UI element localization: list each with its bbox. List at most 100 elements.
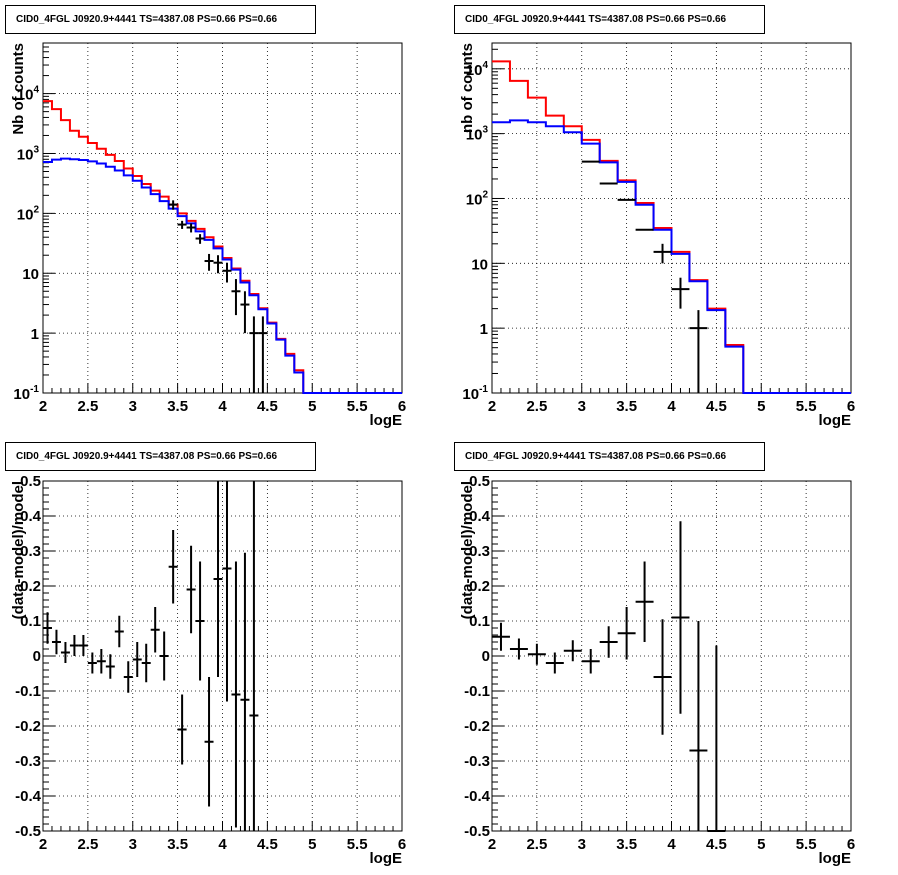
x-axis-label: logE [370, 850, 403, 867]
x-tick-label: 5 [308, 836, 316, 853]
data-point [51, 629, 61, 655]
data-point [69, 635, 79, 656]
y-tick-label: 0.1 [469, 613, 490, 630]
data-point [132, 642, 142, 677]
y-axis-label: nb of counts [459, 43, 476, 133]
residuals-chart: 2 2.5 3 3.5 4 4.5 5 5.5 6 -0.5 -0.4 -0.3 -0.2 -0.1 0 0.… [10, 473, 406, 867]
x-tick-label: 3 [129, 398, 137, 415]
x-tick-label: 5 [308, 398, 316, 415]
data-point [105, 654, 115, 679]
data-point [249, 316, 259, 393]
x-axis-label: logE [819, 850, 852, 867]
x-tick-label: 4.5 [706, 398, 727, 415]
y-tick-label: 0.5 [20, 473, 41, 490]
data-point [213, 255, 223, 274]
data-point [177, 694, 187, 765]
y-tick-label: -0.1 [15, 683, 41, 700]
data-point [204, 253, 214, 271]
data-point [545, 652, 564, 674]
data-point [222, 481, 232, 702]
plot-area [492, 60, 851, 394]
chart-title: CID0_4FGL J0920.9+4441 TS=4387.08 PS=0.6… [454, 442, 765, 471]
data-point [186, 545, 196, 634]
data-point [492, 622, 510, 651]
x-tick-label: 3 [129, 836, 137, 853]
data-point [249, 481, 259, 831]
panel-top-left: CID0_4FGL J0920.9+4441 TS=4387.08 PS=0.6… [0, 0, 449, 437]
x-tick-label: 3.5 [167, 398, 188, 415]
x-tick-label: 4 [667, 836, 676, 853]
data-point [195, 561, 205, 681]
x-tick-label: 2 [488, 836, 496, 853]
x-tick-label: 2 [39, 836, 47, 853]
y-tick-label: 103 [17, 144, 40, 163]
data-point [204, 677, 214, 807]
y-tick-label: -0.5 [15, 823, 41, 840]
model-histogram [43, 157, 402, 394]
x-tick-label: 5 [757, 836, 765, 853]
y-tick-label: 102 [466, 189, 489, 208]
x-tick-label: 2 [488, 398, 496, 415]
y-tick-label: 0.5 [469, 473, 490, 490]
y-tick-label: 104 [466, 60, 489, 79]
x-tick-label: 6 [847, 836, 855, 853]
panel-bottom-left: CID0_4FGL J0920.9+4441 TS=4387.08 PS=0.6… [0, 437, 449, 875]
y-tick-label: 1 [31, 326, 39, 343]
y-tick-label: 10-1 [462, 384, 488, 403]
x-tick-label: 6 [398, 398, 406, 415]
x-tick-label: 5 [757, 398, 765, 415]
data-point [509, 638, 528, 660]
counts-histogram-chart: 2 2.5 3 3.5 4 4.5 5 5.5 6 10-1 1 10 102 103 104 logE Nb … [10, 42, 406, 429]
x-tick-label: 2.5 [526, 836, 547, 853]
y-axis-label: Nb of counts [10, 43, 27, 135]
x-tick-label: 2.5 [77, 836, 98, 853]
data-point [258, 316, 268, 393]
x-tick-label: 3 [578, 398, 586, 415]
x-tick-label: 3 [578, 836, 586, 853]
y-tick-label: 1 [480, 321, 488, 338]
chart-title: CID0_4FGL J0920.9+4441 TS=4387.08 PS=0.6… [454, 5, 765, 34]
x-tick-label: 3.5 [616, 836, 637, 853]
data-point [231, 279, 241, 316]
y-axis-label: (data-model)/model [10, 481, 27, 619]
x-tick-label: 4.5 [257, 836, 278, 853]
x-tick-label: 4.5 [257, 398, 278, 415]
y-tick-label: 10 [22, 266, 39, 283]
x-tick-label: 4 [218, 836, 227, 853]
data-point [123, 661, 133, 693]
x-tick-label: 2.5 [77, 398, 98, 415]
plot-area [43, 100, 402, 394]
total-histogram [43, 100, 402, 394]
x-tick-label: 2.5 [526, 398, 547, 415]
grid [43, 43, 402, 393]
grid [492, 43, 851, 393]
chart-title: CID0_4FGL J0920.9+4441 TS=4387.08 PS=0.6… [5, 442, 316, 471]
y-tick-label: 0.1 [20, 613, 41, 630]
data-point [689, 310, 708, 393]
y-tick-label: 0.3 [20, 543, 41, 560]
y-tick-label: 104 [17, 85, 40, 104]
y-tick-label: 10 [471, 256, 488, 273]
data-point [231, 561, 241, 828]
data-point [195, 234, 205, 244]
data-point [60, 642, 70, 663]
x-tick-label: 4 [667, 398, 676, 415]
x-tick-label: 4 [218, 398, 227, 415]
data-point [114, 615, 124, 648]
y-tick-label: 103 [466, 125, 489, 144]
data-point [563, 640, 582, 662]
y-tick-label: -0.1 [464, 683, 490, 700]
y-tick-label: 0.4 [20, 508, 42, 525]
y-tick-label: -0.2 [464, 718, 490, 735]
plot-area [43, 481, 259, 831]
data-point [168, 200, 178, 210]
y-axis-label: (data-model)/model [459, 481, 476, 619]
chart-title: CID0_4FGL J0920.9+4441 TS=4387.08 PS=0.6… [5, 5, 316, 34]
y-tick-label: -0.4 [15, 788, 42, 805]
data-point [240, 291, 250, 334]
y-tick-label: 0.2 [469, 578, 490, 595]
x-tick-label: 5.5 [347, 398, 368, 415]
plot-area [492, 521, 726, 832]
x-tick-label: 3.5 [167, 836, 188, 853]
data-point [159, 631, 169, 681]
